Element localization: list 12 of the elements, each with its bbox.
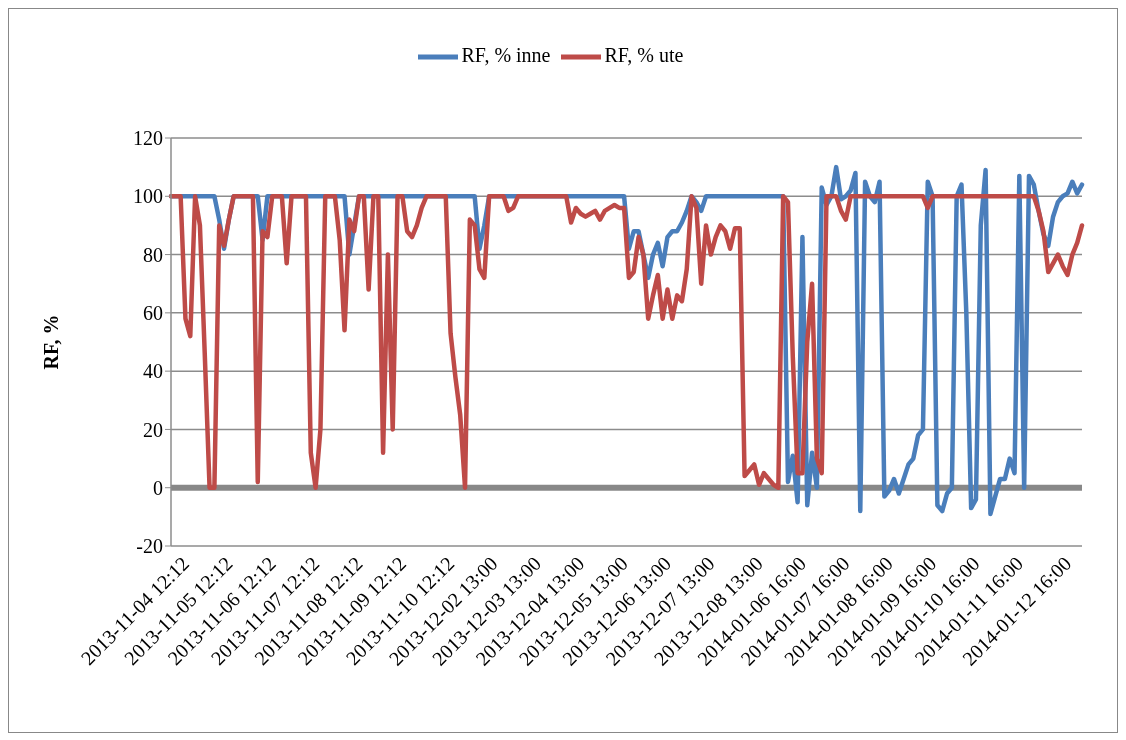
y-tick-label: 0 [153,476,163,499]
y-tick-label: 60 [143,301,163,324]
y-tick-label: 20 [143,418,163,441]
y-tick-label: 100 [133,185,163,208]
line-series [168,194,1085,490]
y-tick-label: -20 [136,535,163,558]
y-tick-label: 120 [133,127,163,150]
legend-label: RF, % ute [604,43,684,66]
legend-label: RF, % inne [461,43,551,66]
y-axis-title: RF, % [40,314,63,370]
y-tick-label: 80 [143,243,163,266]
y-tick-label: 40 [143,360,163,383]
